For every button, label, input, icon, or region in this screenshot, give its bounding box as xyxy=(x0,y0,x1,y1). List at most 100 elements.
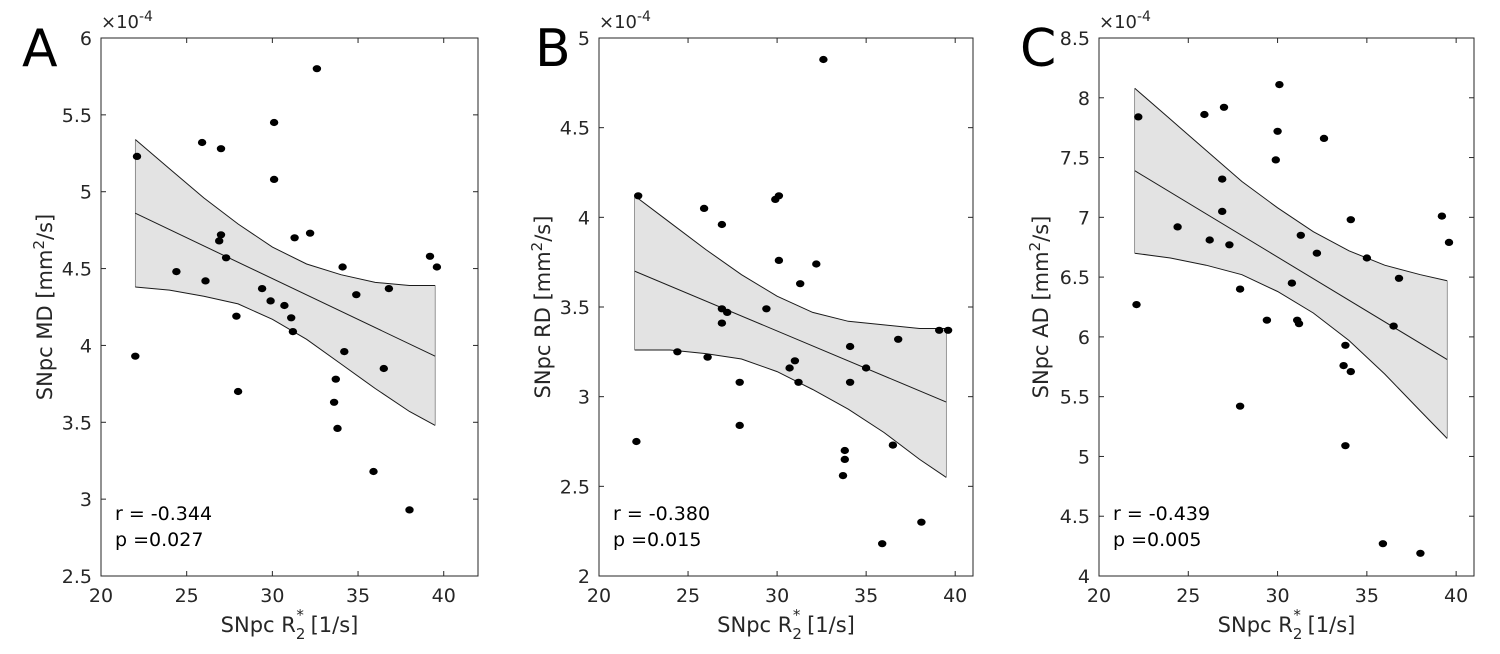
data-point xyxy=(1444,238,1454,246)
data-point xyxy=(1219,103,1229,111)
y-tick-label: 5 xyxy=(80,182,92,204)
p-value: p =0.005 xyxy=(1113,529,1201,551)
data-point xyxy=(1173,223,1182,231)
data-point xyxy=(673,348,682,356)
y-axis-label-superscript: 2 xyxy=(30,240,48,250)
x-axis-label-main: SNpc R xyxy=(221,613,296,637)
x-axis-label-subscript: 2 xyxy=(296,625,306,643)
data-point xyxy=(221,254,231,262)
x-tick-label: 40 xyxy=(432,585,456,607)
data-point xyxy=(1275,81,1284,89)
data-point xyxy=(257,285,267,293)
data-point xyxy=(1205,236,1214,244)
y-tick-label: 4.5 xyxy=(62,259,92,281)
data-point xyxy=(1235,285,1245,293)
data-point xyxy=(216,145,226,153)
data-point xyxy=(774,256,784,264)
y-axis-label: SNpc MD [mm2/s] xyxy=(30,214,57,400)
y-axis-label-units: /s] xyxy=(1029,216,1053,242)
panel-c: 20 25 30 35 40 4 4.5 5 5.5 6 6.5 7 7.5 8 8.5 ×10-4 SNpc … xyxy=(1020,9,1475,643)
data-point xyxy=(201,277,210,285)
lower-confidence-curve xyxy=(135,286,436,426)
data-point xyxy=(634,192,643,200)
data-point xyxy=(312,65,322,73)
upper-confidence-curve xyxy=(134,139,436,286)
data-point xyxy=(216,231,226,239)
y-exponent-label: ×10-4 xyxy=(101,9,153,33)
data-point xyxy=(861,364,871,372)
x-tick-label: 25 xyxy=(676,585,700,607)
y-axis-label-main: SNpc MD [mm xyxy=(33,250,57,401)
data-point xyxy=(888,441,898,449)
x-axis-label-superscript: * xyxy=(296,606,304,624)
data-point xyxy=(774,192,784,200)
data-point xyxy=(1416,549,1425,557)
p-value: p =0.027 xyxy=(115,529,203,551)
regression-line xyxy=(135,212,436,357)
x-tick-label: 30 xyxy=(260,585,284,607)
y-tick-label: 6 xyxy=(80,28,92,50)
x-tick-label: 40 xyxy=(1444,585,1468,607)
data-point xyxy=(717,319,727,327)
correlation-r: r = -0.439 xyxy=(1113,503,1210,525)
x-axis-label-superscript: * xyxy=(1293,606,1301,624)
data-point xyxy=(288,328,298,336)
data-point xyxy=(1312,249,1322,257)
axes-box xyxy=(1098,37,1475,577)
data-point xyxy=(840,446,849,455)
data-point xyxy=(352,291,361,299)
x-axis-label: SNpc R2* [1/s] xyxy=(221,606,359,643)
data-point xyxy=(943,326,953,334)
data-point xyxy=(812,260,821,268)
y-tick-label: 5.5 xyxy=(1060,387,1090,409)
data-point xyxy=(1296,231,1306,239)
data-point xyxy=(845,342,855,351)
data-point xyxy=(1287,279,1297,287)
data-point xyxy=(197,138,207,147)
x-tick-label: 30 xyxy=(1265,585,1289,607)
regression-line xyxy=(634,270,947,403)
x-tick-label: 20 xyxy=(1087,585,1111,607)
data-point xyxy=(703,353,712,361)
data-point xyxy=(1218,207,1227,215)
y-tick-label: 4.5 xyxy=(1060,506,1090,528)
data-point xyxy=(384,285,394,293)
data-point xyxy=(917,518,926,526)
data-point xyxy=(632,437,641,446)
data-point xyxy=(1271,156,1281,164)
confidence-band xyxy=(135,139,436,426)
data-point xyxy=(735,378,744,386)
panel-a: 20 25 30 35 40 2.5 3 3.5 4 4.5 5 5.5 6 ×10-4 SNpc R2* … xyxy=(22,9,479,643)
data-point xyxy=(717,220,727,229)
data-point xyxy=(1339,362,1348,370)
data-point xyxy=(878,540,887,548)
y-axis-label-units: /s] xyxy=(33,214,57,240)
y-exponent-label: ×10-4 xyxy=(599,9,651,33)
x-tick-label: 30 xyxy=(765,585,789,607)
data-point xyxy=(1225,241,1234,249)
p-value: p =0.015 xyxy=(613,529,701,551)
data-point xyxy=(232,312,241,320)
data-point xyxy=(266,297,275,305)
y-axis-label-units: /s] xyxy=(531,216,555,242)
y-axis-label: SNpc AD [mm2/s] xyxy=(1026,216,1053,399)
data-point xyxy=(1262,316,1272,324)
data-point xyxy=(329,398,339,406)
x-tick-label: 40 xyxy=(943,585,967,607)
y-axis-label-superscript: 2 xyxy=(528,242,546,252)
exponent-power: -4 xyxy=(139,9,153,25)
data-point xyxy=(1346,216,1356,224)
x-tick-label: 20 xyxy=(89,585,113,607)
data-point xyxy=(1319,134,1329,142)
data-point xyxy=(845,378,855,386)
data-point xyxy=(340,348,349,356)
lower-confidence-curve xyxy=(1134,252,1448,439)
data-point xyxy=(280,301,289,310)
y-tick-label: 4 xyxy=(578,207,590,229)
data-point xyxy=(233,387,243,396)
data-point xyxy=(1389,322,1398,330)
exponent-power: -4 xyxy=(1137,9,1151,25)
y-tick-label: 2.5 xyxy=(560,476,590,498)
data-point xyxy=(1346,368,1356,376)
